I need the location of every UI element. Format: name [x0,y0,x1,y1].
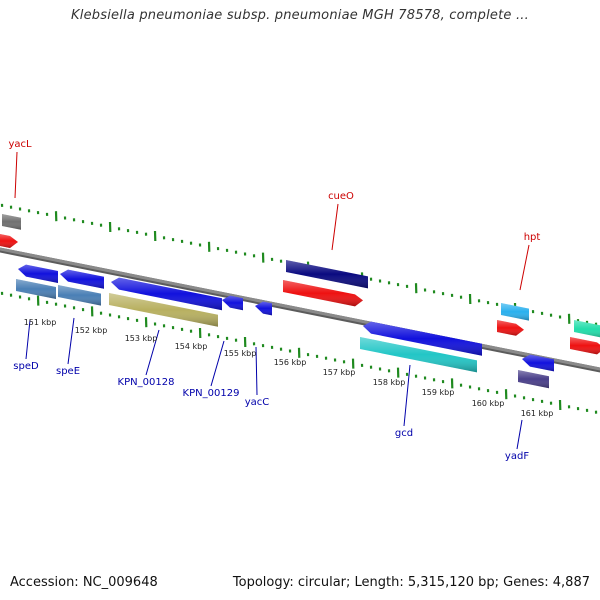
leader-yadF [516,419,523,450]
gene-yacL-red-shading [0,234,18,248]
gene-yacC-blue-shading [255,301,272,316]
gene-red-edge-shading [570,337,600,355]
label-yacL[interactable]: yacL [8,139,32,150]
kbp-label: 160 kbp [472,399,505,408]
kbp-label: 153 kbp [125,334,158,343]
inner-tick-track [0,291,598,414]
gene-speD-steel-shading [16,279,56,299]
gene-speD-blue-shading [18,264,58,283]
gene-features [0,214,600,389]
leader-yacL [14,151,18,199]
gene-hpt-skyblue-shading [501,303,529,321]
gene-yadF-slate-shading [518,370,549,389]
kbp-label: 161 kbp [521,409,554,418]
gene-labels: yacL cueO hpt speD speE KPN_00128 KPN_00129yac… [8,139,540,462]
leader-speD [25,319,31,360]
gene-cueO-navy[interactable] [286,260,368,289]
gene-yacL-gray[interactable] [2,214,21,230]
leader-gcd [403,364,411,427]
gene-speE-steel-shading [58,285,101,306]
gene-speE-steel[interactable] [58,285,101,306]
gene-KPN_00129-blue-shading [222,295,243,311]
kbp-axis-labels: 151 kbp 152 kbp 153 kbp 154 kbp 155 kbp 156 k… [24,318,554,418]
label-yacC[interactable]: yacC [245,397,270,408]
kbp-label: 155 kbp [224,349,257,358]
gene-hpt-skyblue[interactable] [501,303,529,321]
gene-hpt-red-shading [497,320,524,336]
leader-speE [67,317,75,365]
gene-yacL-gray-shading [2,214,21,230]
gene-yadF-blue[interactable] [522,354,554,372]
label-gcd[interactable]: gcd [395,428,413,439]
label-hpt[interactable]: hpt [524,232,541,243]
gene-hpt-red[interactable] [497,320,524,336]
gene-yadF-slate[interactable] [518,370,549,389]
gene-gcd-blue-shading [363,321,482,356]
leader-KPN_00129 [210,340,225,387]
kbp-label: 152 kbp [75,326,108,335]
gene-cueO-red-shading [283,280,363,307]
label-yadF[interactable]: yadF [505,451,529,462]
label-KPN_00129[interactable]: KPN_00129 [183,388,240,399]
kbp-label: 159 kbp [422,388,455,397]
gene-yadF-blue-shading [522,354,554,372]
label-speD[interactable]: speD [13,361,39,372]
gene-KPN_00128-blue-shading [111,277,222,311]
gene-gcd-cyan[interactable] [360,337,477,373]
leader-KPN_00128 [145,329,160,376]
map-title: Klebsiella pneumoniae subsp. pneumoniae … [71,8,529,23]
topology-summary: Topology: circular; Length: 5,315,120 bp… [232,575,590,590]
backbone [0,247,600,373]
gene-gcd-blue[interactable] [363,321,482,356]
gene-speD-blue[interactable] [18,264,58,283]
gene-cueO-red[interactable] [283,280,363,307]
gene-KPN_00129-blue[interactable] [222,295,243,311]
gene-cueO-navy-shading [286,260,368,289]
kbp-label: 156 kbp [274,358,307,367]
kbp-label: 158 kbp [373,378,406,387]
label-KPN_00128[interactable]: KPN_00128 [118,377,175,388]
gene-speD-steel[interactable] [16,279,56,299]
gene-KPN_00128-olive[interactable] [109,293,218,327]
kbp-label: 157 kbp [323,368,356,377]
kbp-label: 151 kbp [24,318,57,327]
gene-yacC-blue[interactable] [255,301,272,316]
label-cueO[interactable]: cueO [328,191,354,202]
gene-KPN_00128-olive-shading [109,293,218,327]
gene-KPN_00128-blue[interactable] [111,277,222,311]
leader-cueO [331,203,339,251]
accession-label: Accession: NC_009648 [10,575,158,590]
gene-speE-blue-shading [60,269,104,289]
gene-gcd-cyan-shading [360,337,477,373]
gene-yacL-red[interactable] [0,234,18,248]
gene-spring-edge[interactable] [574,320,600,338]
gene-red-edge[interactable] [570,337,600,355]
leader-yacC [255,346,258,396]
gene-speE-blue[interactable] [60,269,104,289]
backbone-line [0,247,600,371]
kbp-label: 154 kbp [175,342,208,351]
label-speE[interactable]: speE [56,366,80,377]
gene-spring-edge-shading [574,320,600,338]
leader-hpt [519,244,530,291]
